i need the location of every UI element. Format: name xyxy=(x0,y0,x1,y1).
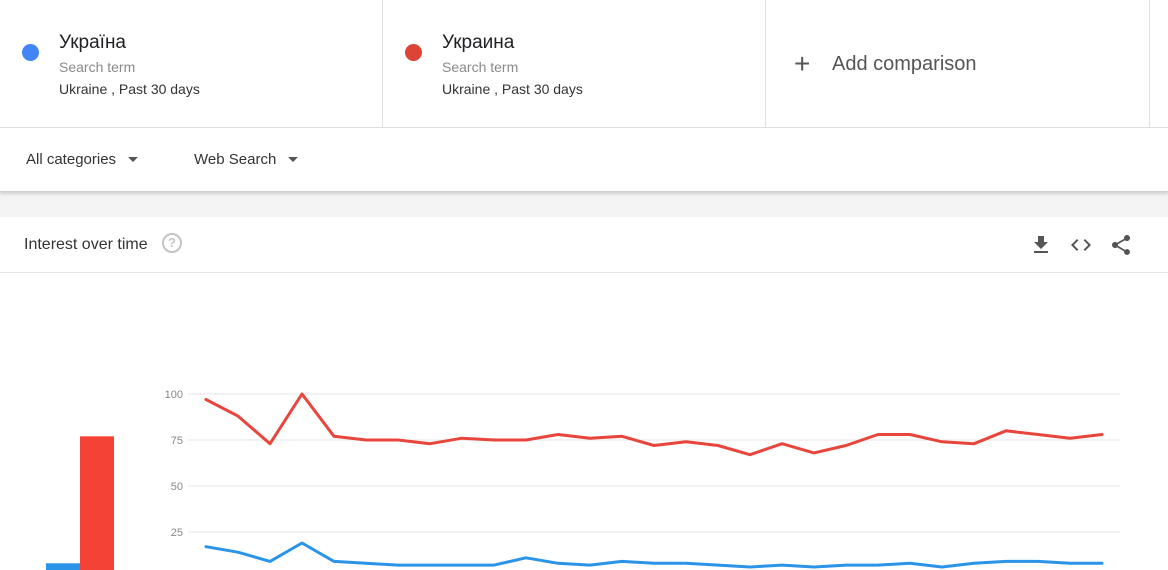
term-1-name[interactable]: Україна xyxy=(59,32,127,53)
caret-down-icon xyxy=(128,157,139,162)
y-tick-label: 25 xyxy=(171,527,183,539)
card-header: Interest over time ? xyxy=(0,217,1168,273)
y-axis-ticks: 25 50 75 100 xyxy=(165,389,183,539)
category-dropdown[interactable]: All categories xyxy=(26,151,139,168)
y-tick-label: 100 xyxy=(165,389,183,401)
search-type-dropdown[interactable]: Web Search xyxy=(194,151,299,168)
add-comparison-button[interactable]: + Add comparison xyxy=(766,0,1150,128)
y-tick-label: 75 xyxy=(171,435,183,447)
average-bar-chart: Average xyxy=(46,436,114,570)
chart-gridlines xyxy=(188,393,1120,533)
filter-bar: All categories Web Search xyxy=(0,128,1168,192)
y-tick-label: 50 xyxy=(171,481,183,493)
series-line-2[interactable] xyxy=(204,392,1104,457)
share-icon[interactable] xyxy=(1109,233,1133,257)
chart-series xyxy=(204,392,1104,569)
comparison-bar: Україна Search term Ukraine , Past 30 da… xyxy=(0,0,1168,128)
term-2-color-dot xyxy=(405,44,422,61)
term-2-scope[interactable]: Ukraine , Past 30 days xyxy=(442,81,583,97)
download-icon[interactable] xyxy=(1029,233,1053,257)
plus-icon: + xyxy=(794,48,811,79)
average-bar-2 xyxy=(80,436,114,570)
embed-icon[interactable] xyxy=(1069,233,1093,257)
search-term-2[interactable]: Украина Search term Ukraine , Past 30 da… xyxy=(383,0,766,128)
comparison-bar-edge xyxy=(1150,0,1168,127)
search-type-dropdown-label: Web Search xyxy=(194,151,277,168)
term-1-color-dot xyxy=(22,44,39,61)
help-icon[interactable]: ? xyxy=(162,233,182,253)
caret-down-icon xyxy=(288,157,299,162)
term-2-name[interactable]: Украина xyxy=(442,32,515,53)
add-comparison-label: Add comparison xyxy=(832,52,977,75)
term-2-type: Search term xyxy=(442,59,519,75)
term-1-scope[interactable]: Ukraine , Past 30 days xyxy=(59,81,200,97)
series-line-1[interactable] xyxy=(204,541,1104,569)
card-title: Interest over time xyxy=(24,236,148,253)
average-bar-1 xyxy=(46,563,80,570)
category-dropdown-label: All categories xyxy=(26,151,117,168)
search-term-1[interactable]: Україна Search term Ukraine , Past 30 da… xyxy=(0,0,383,128)
term-1-type: Search term xyxy=(59,59,136,75)
